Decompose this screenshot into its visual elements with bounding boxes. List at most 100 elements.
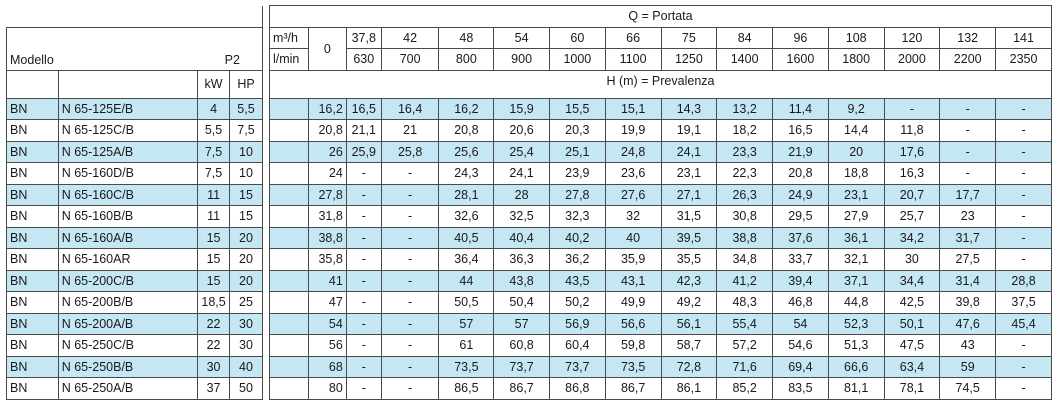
head-value-cell: 25,9 xyxy=(345,140,382,163)
head-value-cell: 42,3 xyxy=(660,269,718,292)
head-value-cell: 43,5 xyxy=(548,269,606,292)
head-zero-cell: 27,8 xyxy=(307,183,347,206)
table-row: BN N 65-250B/B 30 40 68- -73,5 73,7 73,7 73,5 72,… xyxy=(6,355,1052,378)
head-value-cell: 47,5 xyxy=(883,334,941,357)
head-value-cell: 35,9 xyxy=(604,248,662,271)
flow-m3h-cell: 75 xyxy=(660,26,718,49)
head-value-cell: 34,4 xyxy=(883,269,941,292)
gap xyxy=(261,248,270,270)
head-value-cell: 20,6 xyxy=(493,119,550,142)
head-value-cell: 15,5 xyxy=(548,97,606,120)
kw-cell: 11 xyxy=(197,205,231,228)
flow-m3h-cell: 60 xyxy=(548,26,606,49)
head-value-cell: - xyxy=(380,183,440,206)
table-row: BN N 65-160D/B 7,5 10 24- -24,3 24,1 23,9 23,6 23… xyxy=(6,162,1052,185)
head-zero-cell: 26 xyxy=(307,140,347,163)
series-cell: BN xyxy=(6,97,59,120)
hp-cell: 40 xyxy=(229,355,263,378)
head-value-cell: 86,5 xyxy=(438,377,495,400)
header-gap xyxy=(261,5,270,27)
flow-lmin-cell: 1250 xyxy=(660,48,718,71)
kw-cell: 22 xyxy=(197,334,231,357)
head-value-cell: - xyxy=(995,119,1052,142)
flow-lmin-cell: 2350 xyxy=(995,48,1052,71)
kw-cell: 5,5 xyxy=(197,119,231,142)
table-row: BN N 65-160A/B 15 20 38,8- -40,5 40,4 40,2 40 39,… xyxy=(6,226,1052,249)
head-value-cell: 66,6 xyxy=(827,355,885,378)
head-value-cell: - xyxy=(345,312,382,335)
head-value-cell: 34,2 xyxy=(883,226,941,249)
blank-unit-cell xyxy=(268,119,309,142)
head-value-cell: 81,1 xyxy=(827,377,885,400)
hp-cell: 50 xyxy=(229,377,263,400)
head-value-cell: 42,5 xyxy=(883,291,941,314)
series-cell: BN xyxy=(6,312,59,335)
head-value-cell: 61 xyxy=(438,334,495,357)
head-value-cell: 27,9 xyxy=(827,205,885,228)
head-value-cell: 36,3 xyxy=(493,248,550,271)
head-zero-cell: 56 xyxy=(307,334,347,357)
head-value-cell: 38,8 xyxy=(716,226,774,249)
head-value-cell: 86,1 xyxy=(660,377,718,400)
head-value-cell: 40 xyxy=(604,226,662,249)
gap xyxy=(261,356,270,378)
model-cell: N 65-160B/B xyxy=(57,205,199,228)
table-row: BN N 65-200A/B 22 30 54- -57 57 56,9 56,6 56,1 55,… xyxy=(6,312,1052,335)
head-value-cell: 50,5 xyxy=(438,291,495,314)
head-value-cell: 32,6 xyxy=(438,205,495,228)
table-row: BN N 65-125E/B 4 5,5 16,2 16,5 16,4 16,2 15,9 15,… xyxy=(6,97,1052,120)
series-cell: BN xyxy=(6,140,59,163)
kw-cell: 15 xyxy=(197,269,231,292)
series-cell: BN xyxy=(6,183,59,206)
table-row: BN N 65-250A/B 37 50 80- -86,5 86,7 86,8 86,7 86,… xyxy=(6,377,1052,400)
series-cell: BN xyxy=(6,205,59,228)
head-value-cell: 37,1 xyxy=(827,269,885,292)
head-value-cell: 31,5 xyxy=(660,205,718,228)
head-value-cell: 18,8 xyxy=(827,162,885,185)
flow-lmin-cell: 800 xyxy=(438,48,495,71)
table-row: BN N 65-160B/B 11 15 31,8- -32,6 32,5 32,3 32 31,… xyxy=(6,205,1052,228)
head-value-cell: 23 xyxy=(939,205,997,228)
model-cell: N 65-160A/B xyxy=(57,226,199,249)
model-cell: N 65-160C/B xyxy=(57,183,199,206)
head-value-cell: - xyxy=(995,205,1052,228)
blank-unit-cell xyxy=(268,162,309,185)
flow-lmin-cell: 1100 xyxy=(604,48,662,71)
head-value-cell: 73,7 xyxy=(493,355,550,378)
head-value-cell: - xyxy=(995,248,1052,271)
p2-heading: P2 xyxy=(224,52,240,67)
head-zero-cell: 80 xyxy=(307,377,347,400)
hp-cell: 15 xyxy=(229,183,263,206)
header-gap xyxy=(261,27,270,49)
blank-header-cell xyxy=(6,5,263,28)
hp-cell: 7,5 xyxy=(229,119,263,142)
head-value-cell: 48,3 xyxy=(716,291,774,314)
head-value-cell: 74,5 xyxy=(939,377,997,400)
head-value-cell: 56,6 xyxy=(604,312,662,335)
blank-unit-cell xyxy=(268,248,309,271)
head-value-cell: 36,1 xyxy=(827,226,885,249)
head-value-cell: 56,1 xyxy=(660,312,718,335)
head-value-cell: 50,1 xyxy=(883,312,941,335)
model-cell: N 65-200B/B xyxy=(57,291,199,314)
head-value-cell: 83,5 xyxy=(772,377,829,400)
kw-cell: 30 xyxy=(197,355,231,378)
head-value-cell: 16,4 xyxy=(380,97,440,120)
head-zero-cell: 20,8 xyxy=(307,119,347,142)
model-cell: N 65-125C/B xyxy=(57,119,199,142)
hp-cell: 10 xyxy=(229,140,263,163)
head-value-cell: 16,5 xyxy=(772,119,829,142)
head-zero-cell: 41 xyxy=(307,269,347,292)
head-value-cell: - xyxy=(939,140,997,163)
blank-series-cell xyxy=(6,69,59,99)
table-row: BN N 65-160C/B 11 15 27,8- -28,1 28 27,8 27,6 27,… xyxy=(6,183,1052,206)
model-p2-header: Modello P2 xyxy=(6,26,263,71)
head-value-cell: 11,4 xyxy=(772,97,829,120)
head-value-cell: - xyxy=(380,377,440,400)
head-value-cell: 25,4 xyxy=(493,140,550,163)
head-value-cell: - xyxy=(995,226,1052,249)
head-value-cell: 44 xyxy=(438,269,495,292)
model-cell: N 65-200A/B xyxy=(57,312,199,335)
head-value-cell: 28,1 xyxy=(438,183,495,206)
head-value-cell: 20,7 xyxy=(883,183,941,206)
